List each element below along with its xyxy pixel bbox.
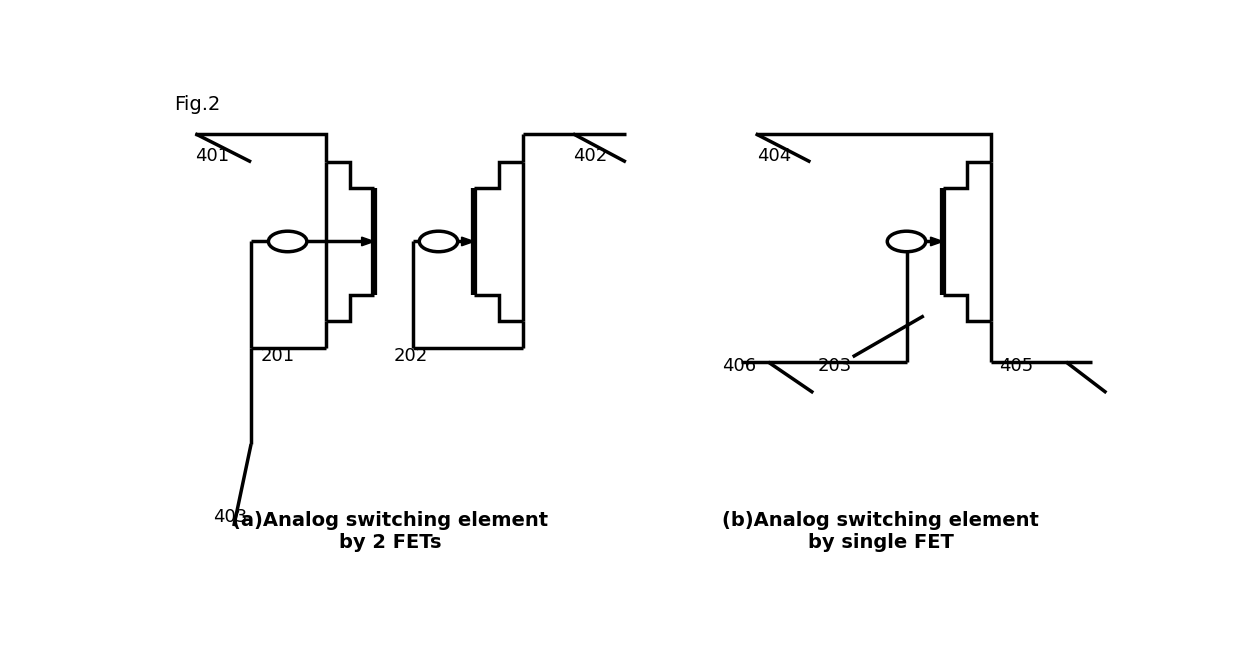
Polygon shape [461, 237, 474, 246]
Text: (a)Analog switching element
by 2 FETs: (a)Analog switching element by 2 FETs [232, 511, 548, 551]
Text: 401: 401 [196, 147, 229, 165]
Text: 405: 405 [998, 357, 1033, 375]
Text: 201: 201 [260, 346, 295, 364]
Text: 203: 203 [818, 357, 852, 375]
Text: 202: 202 [393, 346, 428, 364]
Text: 406: 406 [722, 357, 756, 375]
Polygon shape [930, 237, 942, 246]
Text: Fig.2: Fig.2 [174, 95, 221, 115]
Text: 402: 402 [573, 147, 608, 165]
Text: 403: 403 [213, 508, 247, 526]
Polygon shape [362, 237, 374, 246]
Text: (b)Analog switching element
by single FET: (b)Analog switching element by single FE… [722, 511, 1039, 551]
Text: 404: 404 [758, 147, 792, 165]
